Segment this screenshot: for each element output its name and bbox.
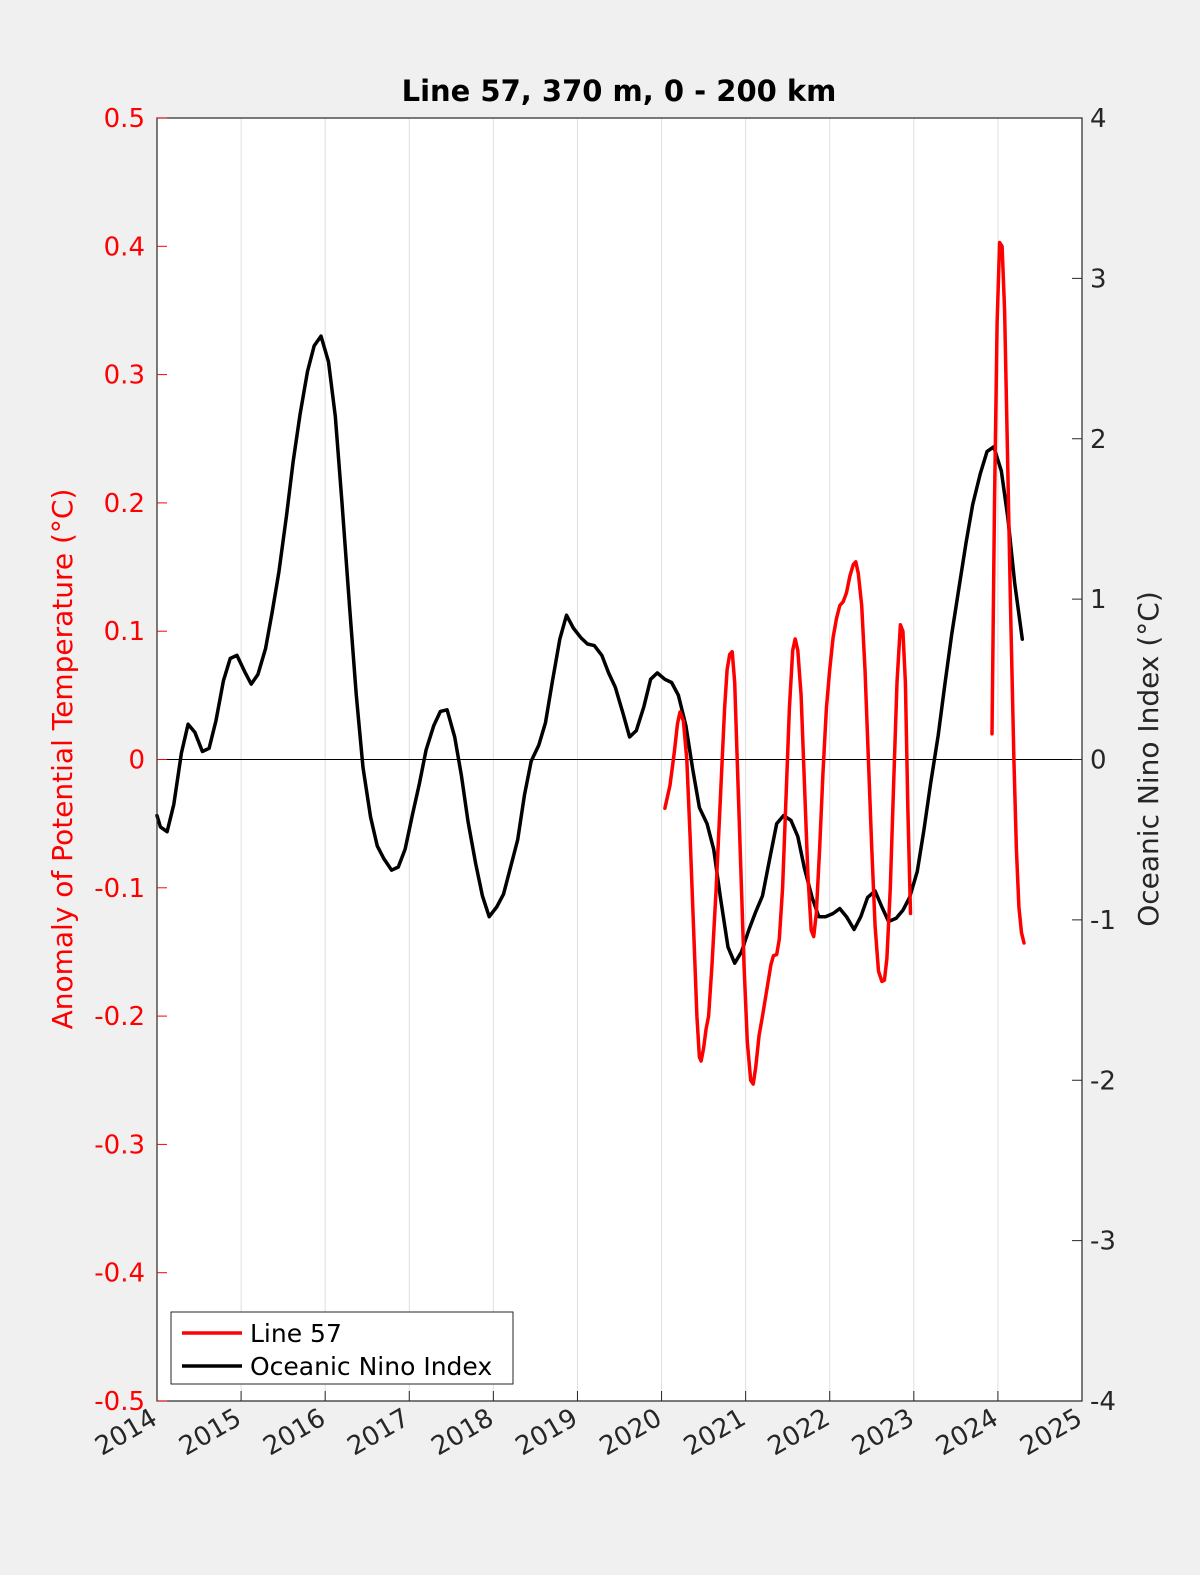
left-axis-label: Anomaly of Potential Temperature (°C) (46, 489, 79, 1030)
series-line-oni (155, 334, 1025, 965)
x-tick-label: 2019 (511, 1403, 583, 1462)
x-tick-label: 2015 (174, 1403, 246, 1462)
left-y-tick-label: -0.3 (94, 1130, 145, 1160)
right-y-tick-label: -1 (1090, 906, 1116, 936)
left-y-tick-label: 0.1 (104, 617, 145, 647)
x-tick-label: 2016 (258, 1403, 330, 1462)
series-line-line57 (663, 240, 1026, 1086)
chart-title: Line 57, 370 m, 0 - 200 km (402, 74, 837, 108)
left-y-tick-label: -0.5 (94, 1387, 145, 1417)
left-y-tick-label: -0.1 (94, 874, 145, 904)
right-y-tick-label: 0 (1090, 746, 1107, 776)
x-tick-label: 2024 (931, 1403, 1003, 1462)
left-y-tick-label: 0.2 (104, 489, 145, 519)
right-y-tick-label: -4 (1090, 1387, 1116, 1417)
x-axis: 2014 2015 2016 2017 2018 2019 2020 2021 2022 2023… (90, 1391, 1088, 1462)
legend-label-oni: Oceanic Nino Index (250, 1352, 492, 1381)
x-tick-label: 2018 (427, 1403, 499, 1462)
left-y-tick-label: 0.4 (104, 232, 145, 262)
x-tick-label: 2022 (763, 1403, 835, 1462)
x-tick-label: 2023 (847, 1403, 919, 1462)
x-tick-label: 2017 (342, 1403, 414, 1462)
right-y-tick-label: -2 (1090, 1066, 1116, 1096)
left-y-tick-label: -0.4 (94, 1259, 145, 1289)
x-tick-label: 2020 (595, 1403, 667, 1462)
legend-label-line57: Line 57 (250, 1319, 342, 1348)
right-y-axis: -4 -3 -2 -1 0 1 2 3 4 (1072, 104, 1116, 1417)
left-y-tick-label: 0 (128, 746, 145, 776)
right-y-tick-label: -3 (1090, 1227, 1116, 1257)
left-y-tick-label: 0.5 (104, 104, 145, 134)
x-tick-label: 2021 (679, 1403, 751, 1462)
series-layer (155, 240, 1026, 1086)
x-tick-label: 2025 (1015, 1403, 1087, 1462)
legend-box (170, 1311, 514, 1385)
right-y-tick-label: 4 (1090, 104, 1107, 134)
right-y-tick-label: 1 (1090, 585, 1107, 615)
right-y-tick-label: 3 (1090, 264, 1107, 294)
right-axis-label: Oceanic Nino Index (°C) (1132, 591, 1165, 927)
legend: Line 57 Oceanic Nino Index (170, 1311, 514, 1385)
right-y-tick-label: 2 (1090, 425, 1107, 455)
left-y-axis: -0.5 -0.4 -0.3 -0.2 -0.1 0 0.1 0.2 0.3 0.4 0.5 (94, 104, 167, 1417)
left-y-tick-label: 0.3 (104, 361, 145, 391)
left-y-tick-label: -0.2 (94, 1002, 145, 1032)
